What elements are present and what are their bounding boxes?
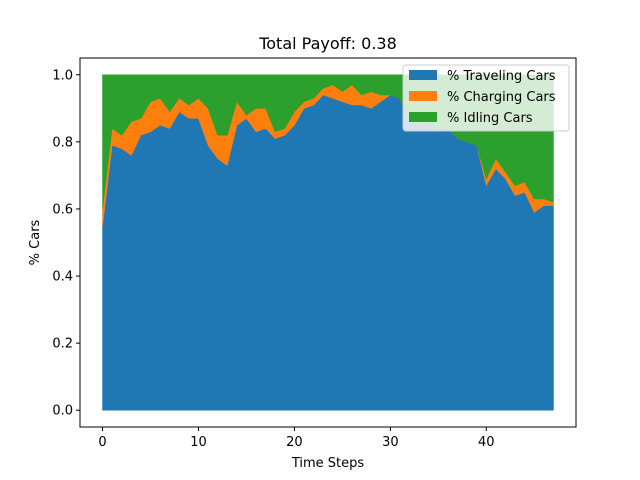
x-tick-label: 10 <box>190 435 207 450</box>
x-axis-label: Time Steps <box>291 456 365 471</box>
legend-label: % Charging Cars <box>447 90 556 105</box>
x-tick-label: 40 <box>478 435 495 450</box>
legend-swatch <box>409 112 437 122</box>
legend: % Traveling Cars % Charging Cars % Idling … <box>402 64 570 132</box>
y-tick-label: 0.8 <box>52 135 73 150</box>
x-tick-label: 30 <box>382 435 399 450</box>
legend-box <box>402 64 570 132</box>
legend-label: % Idling Cars <box>447 111 533 126</box>
y-tick-label: 1.0 <box>52 68 73 83</box>
chart-title: Total Payoff: 0.38 <box>258 34 397 53</box>
y-axis: 0.0 0.2 0.4 0.6 0.8 1.0 <box>52 68 80 419</box>
legend-swatch <box>409 70 437 80</box>
y-tick-label: 0.0 <box>52 404 73 419</box>
x-tick-label: 20 <box>286 435 303 450</box>
x-axis: 0 10 20 30 40 <box>98 427 495 450</box>
x-tick-label: 0 <box>98 435 106 450</box>
y-axis-label: % Cars <box>28 219 43 265</box>
legend-label: % Traveling Cars <box>447 69 556 84</box>
legend-swatch <box>409 91 437 101</box>
plot-frame <box>79 57 577 428</box>
y-tick-label: 0.4 <box>52 270 73 285</box>
y-tick-label: 0.2 <box>52 337 73 352</box>
y-tick-label: 0.6 <box>52 202 73 217</box>
